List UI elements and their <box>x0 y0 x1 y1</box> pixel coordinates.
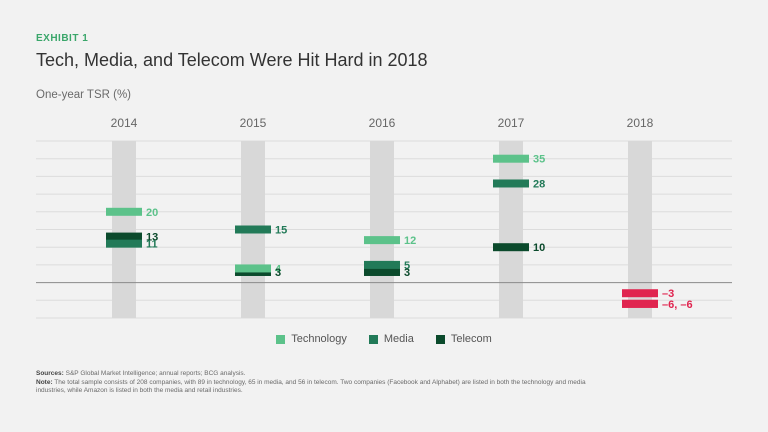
legend-swatch-media <box>368 334 378 344</box>
marker-telecom-2016 <box>364 267 400 276</box>
value-label-technology-2016: 12 <box>404 235 416 247</box>
value-label-media-2017: 28 <box>533 178 545 190</box>
marker-technology-2018 <box>622 289 658 298</box>
column-band-2018 <box>628 141 652 318</box>
year-label-2014: 2014 <box>111 116 138 130</box>
year-label-2018: 2018 <box>627 116 654 130</box>
footnotes: Sources: S&P Global Market Intelligence;… <box>36 370 596 396</box>
marker-media-2015 <box>235 225 271 234</box>
legend-item-media: Media <box>368 333 414 345</box>
marker-technology-2017 <box>493 154 529 163</box>
legend-swatch-technology <box>276 334 286 344</box>
value-label-media-2014: 11 <box>146 239 158 251</box>
sources-note: Sources: S&P Global Market Intelligence;… <box>36 370 596 379</box>
value-label-media-2016: 5 <box>404 260 410 272</box>
legend-label-telecom: Telecom <box>450 333 492 345</box>
legend-item-telecom: Telecom <box>435 333 492 345</box>
exhibit-label: EXHIBIT 1 <box>36 33 89 44</box>
year-label-2017: 2017 <box>498 116 525 130</box>
column-band-2016 <box>370 141 394 318</box>
marker-telecom-2014 <box>106 232 142 241</box>
marker-technology-2014 <box>106 207 142 216</box>
chart-title: Tech, Media, and Telecom Were Hit Hard i… <box>36 50 428 70</box>
column-band-2017 <box>499 141 523 318</box>
year-label-2015: 2015 <box>240 116 267 130</box>
marker-telecom-2017 <box>493 243 529 252</box>
sources-label: Sources: <box>36 370 64 377</box>
note-text: The total sample consists of 208 compani… <box>36 378 586 395</box>
year-label-2016: 2016 <box>369 116 396 130</box>
value-label-technology-2015: 4 <box>275 263 282 275</box>
marker-media-2018 <box>622 299 658 308</box>
marker-media-2014 <box>106 239 142 248</box>
value-label-media-2015: 15 <box>275 225 287 237</box>
legend-label-technology: Technology <box>291 333 347 345</box>
marker-media-2017 <box>493 179 529 188</box>
legend-swatch-telecom <box>435 334 445 344</box>
note-label: Note: <box>36 378 53 386</box>
value-label-telecom-2017: 10 <box>533 242 545 254</box>
value-label-telecom-2015: 3 <box>275 267 281 279</box>
legend: Technology Media Telecom <box>0 333 768 345</box>
legend-item-technology: Technology <box>276 333 347 345</box>
value-label-telecom-2014: 13 <box>146 232 158 244</box>
sources-text: S&P Global Market Intelligence; annual r… <box>63 370 246 377</box>
value-label-telecom-2016: 3 <box>404 267 410 279</box>
value-label-technology-2018: –3 <box>662 288 674 300</box>
value-label-technology-2017: 35 <box>533 154 545 166</box>
marker-technology-2016 <box>364 236 400 245</box>
sample-note: Note: The total sample consists of 208 c… <box>36 379 596 396</box>
value-label-technology-2014: 20 <box>146 207 158 219</box>
marker-media-2016 <box>364 260 400 269</box>
chart-subtitle: One-year TSR (%) <box>36 89 132 101</box>
value-label-media-2018: –6, –6 <box>662 299 693 311</box>
legend-label-media: Media <box>383 333 414 345</box>
column-band-2014 <box>112 141 136 318</box>
marker-technology-2015 <box>235 264 271 273</box>
